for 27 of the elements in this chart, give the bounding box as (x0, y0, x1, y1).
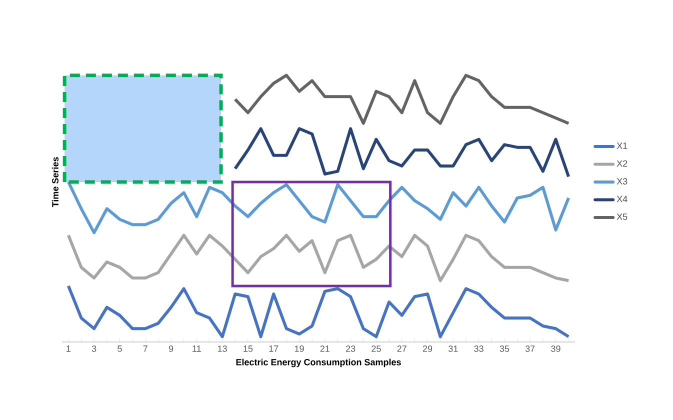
x-tick-label: 33 (474, 346, 484, 352)
x-axis-title: Electric Energy Consumption Samples (236, 358, 401, 368)
y-axis-title: Time Series (52, 157, 58, 208)
x-tick-label: 39 (551, 346, 560, 352)
x-tick-label: 7 (143, 346, 148, 352)
legend-label: X4 (616, 196, 628, 202)
x-tick-label: 25 (372, 346, 381, 352)
x-tick-label: 37 (525, 346, 535, 352)
x-tick-label: 17 (269, 346, 278, 352)
x-tick-label: 11 (192, 346, 201, 352)
legend-label: X5 (616, 214, 628, 220)
x-tick-label: 15 (244, 346, 253, 352)
x-tick-label: 1 (66, 346, 70, 352)
x-tick-label: 29 (422, 346, 432, 352)
legend-label: X1 (616, 142, 628, 149)
x-tick-label: 13 (218, 346, 227, 352)
x-tick-label: 23 (346, 346, 356, 352)
x-tick-label: 21 (320, 346, 330, 352)
x-tick-label: 5 (118, 346, 122, 352)
legend-label: X3 (616, 178, 628, 185)
x-tick-label: 27 (397, 346, 406, 352)
legend-label: X2 (616, 160, 628, 167)
x-tick-label: 31 (448, 346, 458, 352)
x-tick-label: 35 (500, 346, 510, 352)
x-tick-label: 3 (92, 346, 96, 352)
x-tick-label: 19 (294, 346, 304, 352)
x-tick-label: 9 (168, 346, 174, 352)
